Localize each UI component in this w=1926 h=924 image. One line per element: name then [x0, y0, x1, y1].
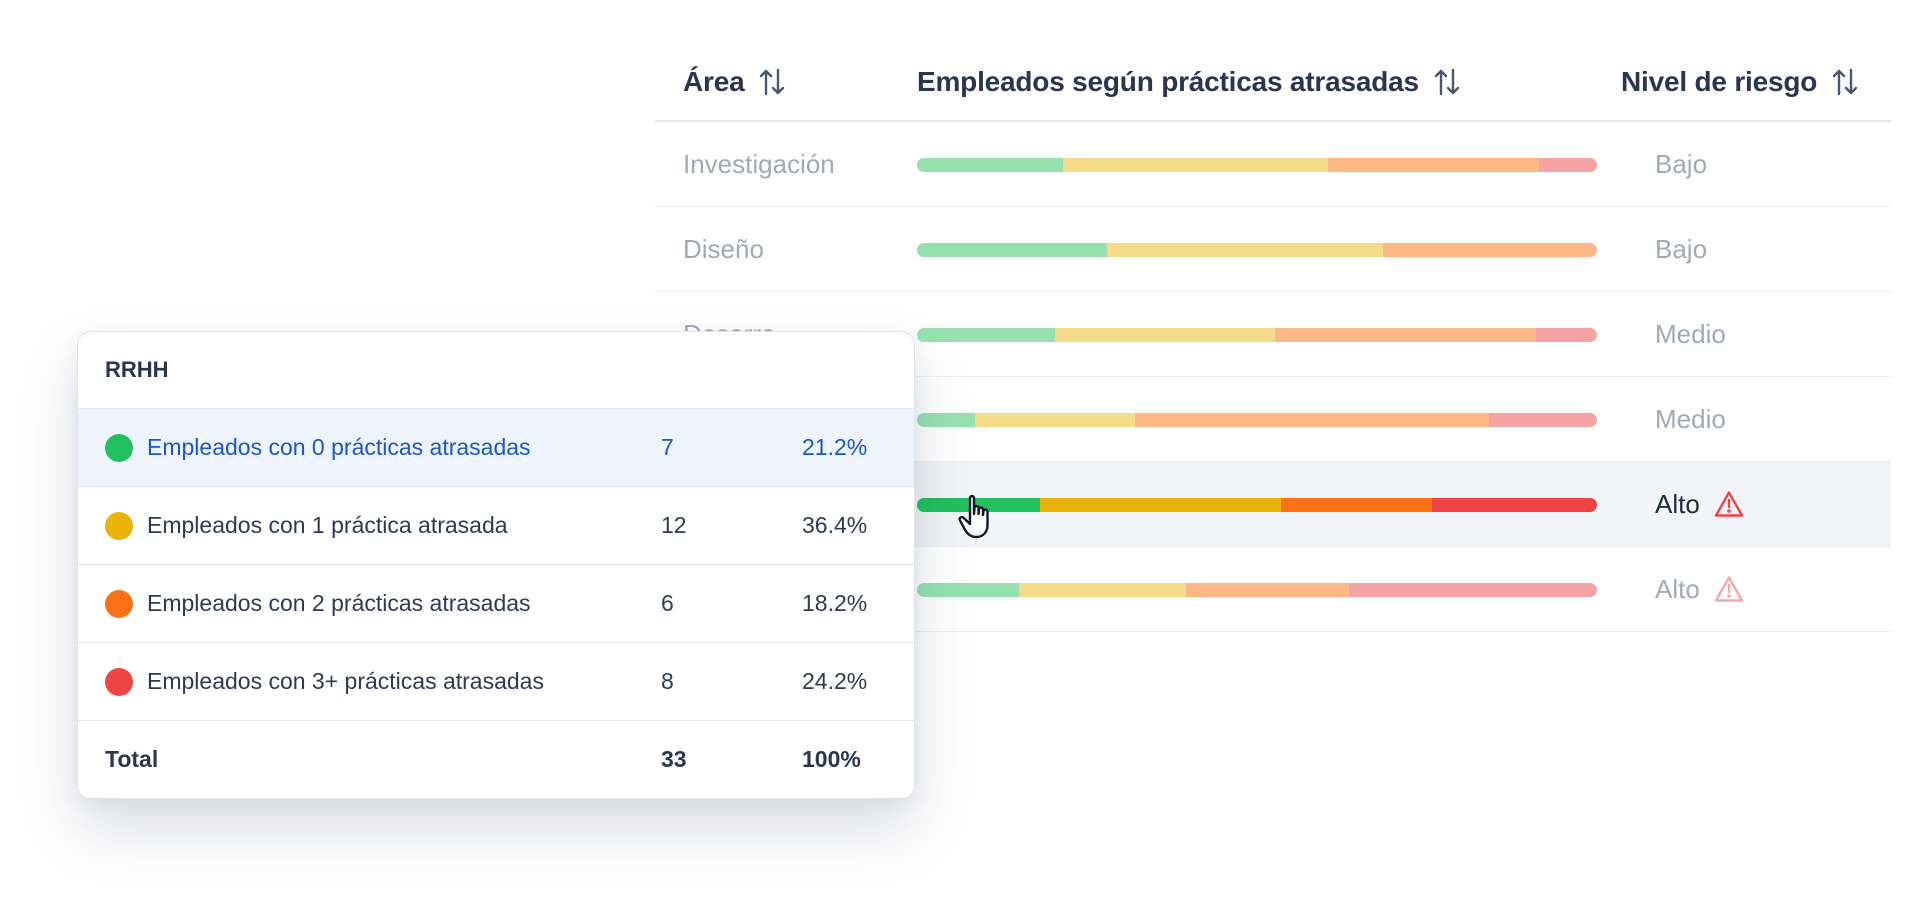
bar-segment-2-practices[interactable] — [1135, 413, 1489, 427]
stacked-bar[interactable] — [917, 328, 1597, 342]
warning-icon — [1714, 490, 1744, 518]
warning-icon — [1714, 575, 1744, 603]
tooltip-row: Empleados con 2 prácticas atrasadas 6 18.2… — [78, 565, 914, 643]
stacked-bar[interactable] — [917, 158, 1597, 172]
bar-segment-0-practices[interactable] — [917, 498, 1041, 512]
legend-dot-icon — [105, 434, 133, 462]
table-header: Área Empleados según prácticas atrasadas… — [655, 42, 1891, 122]
sort-arrows-icon[interactable] — [1433, 67, 1461, 97]
column-header-label: Empleados según prácticas atrasadas — [917, 66, 1419, 97]
column-header-area[interactable]: Área — [683, 66, 786, 98]
row-percent: 36.4% — [802, 512, 868, 538]
area-cell: Diseño — [683, 234, 764, 264]
risk-label: Bajo — [1655, 233, 1708, 264]
bar-segment-2-practices[interactable] — [1382, 243, 1597, 257]
total-percent: 100% — [802, 746, 861, 772]
row-percent: 24.2% — [802, 668, 868, 694]
row-label: Empleados con 3+ prácticas atrasadas — [147, 668, 544, 694]
bar-segment-1-practices[interactable] — [1063, 158, 1329, 172]
sort-arrows-icon[interactable] — [758, 67, 786, 97]
column-header-label: Nivel de riesgo — [1621, 66, 1818, 97]
risk-cell: Medio — [1655, 377, 1726, 461]
bar-segment-1-practices[interactable] — [1055, 328, 1275, 342]
bar-segment-0-practices[interactable] — [917, 583, 1019, 597]
risk-cell: Alto — [1655, 462, 1744, 546]
bar-segment-3-practices[interactable] — [1488, 413, 1597, 427]
bar-segment-1-practices[interactable] — [1019, 583, 1186, 597]
row-label: Empleados con 2 prácticas atrasadas — [147, 590, 531, 616]
tooltip-title: RRHH — [78, 332, 914, 409]
bar-segment-3-practices[interactable] — [1431, 498, 1597, 512]
table-row[interactable]: Medio — [655, 377, 1891, 462]
risk-label: Alto — [1655, 573, 1700, 604]
stacked-bar[interactable] — [917, 243, 1597, 257]
tooltip-row: Empleados con 3+ prácticas atrasadas 8 24.… — [78, 643, 914, 721]
row-count: 6 — [661, 590, 674, 616]
risk-cell: Bajo — [1655, 122, 1707, 206]
area-breakdown-tooltip: RRHH Empleados con 0 prácticas atrasadas… — [77, 331, 915, 799]
row-percent: 21.2% — [802, 434, 868, 460]
tooltip-rows: Empleados con 0 prácticas atrasadas 7 21.2… — [78, 409, 914, 721]
stacked-bar[interactable] — [917, 413, 1597, 427]
area-cell: Investigación — [683, 149, 835, 179]
bar-segment-1-practices[interactable] — [1107, 243, 1383, 257]
risk-label: Bajo — [1655, 148, 1708, 179]
column-header-employees[interactable]: Empleados según prácticas atrasadas — [917, 66, 1461, 98]
bar-segment-2-practices[interactable] — [1185, 583, 1349, 597]
bar-segment-0-practices[interactable] — [917, 158, 1064, 172]
tooltip-row: Empleados con 0 prácticas atrasadas 7 21.2… — [78, 409, 914, 487]
tooltip-row: Empleados con 1 práctica atrasada 12 36.4% — [78, 487, 914, 565]
bar-segment-0-practices[interactable] — [917, 243, 1108, 257]
table-row[interactable]: Investigación Bajo — [655, 122, 1891, 207]
column-header-label: Área — [683, 66, 745, 97]
row-percent: 18.2% — [802, 590, 868, 616]
row-label: Empleados con 0 prácticas atrasadas — [147, 434, 531, 460]
legend-dot-icon — [105, 668, 133, 696]
risk-label: Medio — [1655, 318, 1726, 349]
legend-dot-icon — [105, 590, 133, 618]
bar-segment-3-practices[interactable] — [1535, 328, 1597, 342]
risk-label: Medio — [1655, 403, 1726, 434]
risk-cell: Bajo — [1655, 207, 1707, 291]
bar-segment-2-practices[interactable] — [1280, 498, 1432, 512]
bar-segment-1-practices[interactable] — [1040, 498, 1281, 512]
bar-segment-2-practices[interactable] — [1328, 158, 1540, 172]
legend-dot-icon — [105, 512, 133, 540]
risk-cell: Alto — [1655, 547, 1744, 631]
bar-segment-0-practices[interactable] — [917, 328, 1056, 342]
tooltip-total-row: Total 33 100% — [78, 721, 914, 798]
stacked-bar[interactable] — [917, 583, 1597, 597]
bar-segment-3-practices[interactable] — [1539, 158, 1597, 172]
row-count: 7 — [661, 434, 674, 460]
sort-arrows-icon[interactable] — [1831, 67, 1859, 97]
total-count: 33 — [661, 746, 687, 772]
row-label: Empleados con 1 práctica atrasada — [147, 512, 508, 538]
column-header-risk[interactable]: Nivel de riesgo — [1621, 66, 1859, 98]
hand-pointer-icon — [958, 494, 996, 545]
table-row[interactable]: Alto — [655, 547, 1891, 632]
bar-segment-1-practices[interactable] — [974, 413, 1136, 427]
total-label: Total — [105, 746, 159, 772]
row-count: 8 — [661, 668, 674, 694]
risk-cell: Medio — [1655, 292, 1726, 376]
risk-label: Alto — [1655, 488, 1700, 519]
bar-segment-2-practices[interactable] — [1274, 328, 1536, 342]
bar-segment-3-practices[interactable] — [1348, 583, 1597, 597]
table-row[interactable]: Diseño Bajo — [655, 207, 1891, 292]
stacked-bar[interactable] — [917, 498, 1597, 512]
row-count: 12 — [661, 512, 687, 538]
bar-segment-0-practices[interactable] — [917, 413, 975, 427]
